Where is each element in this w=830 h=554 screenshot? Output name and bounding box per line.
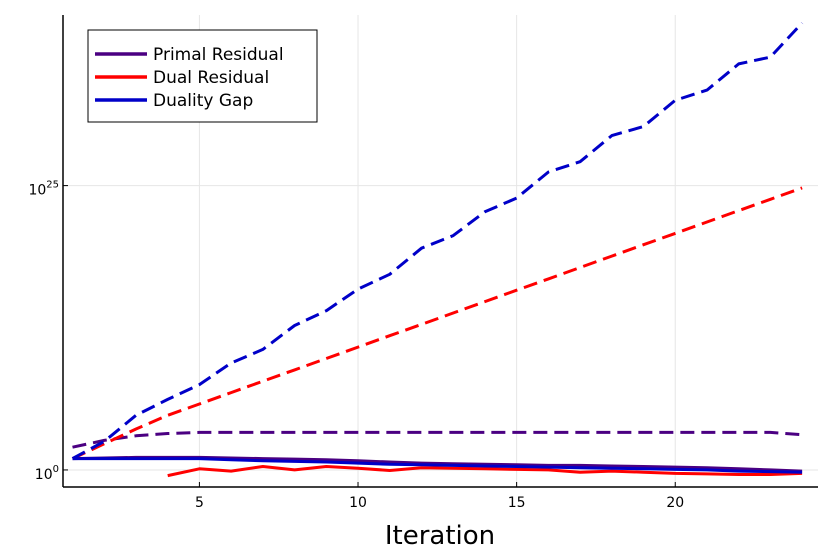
y-tick-label: 1025 (28, 180, 59, 199)
series-line-primal-residual-dashed (72, 430, 803, 449)
x-tick-label: 20 (666, 495, 684, 511)
series-line-duality-gap (72, 457, 803, 474)
y-tick-base: 10 (35, 467, 53, 483)
x-tick-label: 10 (349, 495, 367, 511)
x-tick-label: 15 (508, 495, 526, 511)
y-tick-exponent: 25 (46, 180, 59, 191)
legend-label-primal: Primal Residual (153, 45, 284, 65)
legend-label-gap: Duality Gap (153, 91, 253, 111)
legend-label-dual: Dual Residual (153, 68, 269, 88)
x-axis-title: Iteration (385, 521, 495, 551)
x-tick-label: 5 (195, 495, 204, 511)
y-tick-exponent: 0 (53, 464, 59, 475)
legend: Primal Residual Dual Residual Duality Ga… (87, 29, 318, 123)
series-line-dual-residual (167, 465, 803, 478)
tick-labels: 5 10 15 20 100 1025 (28, 180, 684, 511)
series-lines (71, 21, 804, 478)
y-tick-base: 10 (28, 183, 46, 199)
series-line-duality-gap-dashed (71, 21, 804, 460)
series-line-dual-residual-dashed (71, 186, 803, 460)
axes (62, 15, 818, 488)
y-tick-label: 100 (35, 464, 59, 483)
